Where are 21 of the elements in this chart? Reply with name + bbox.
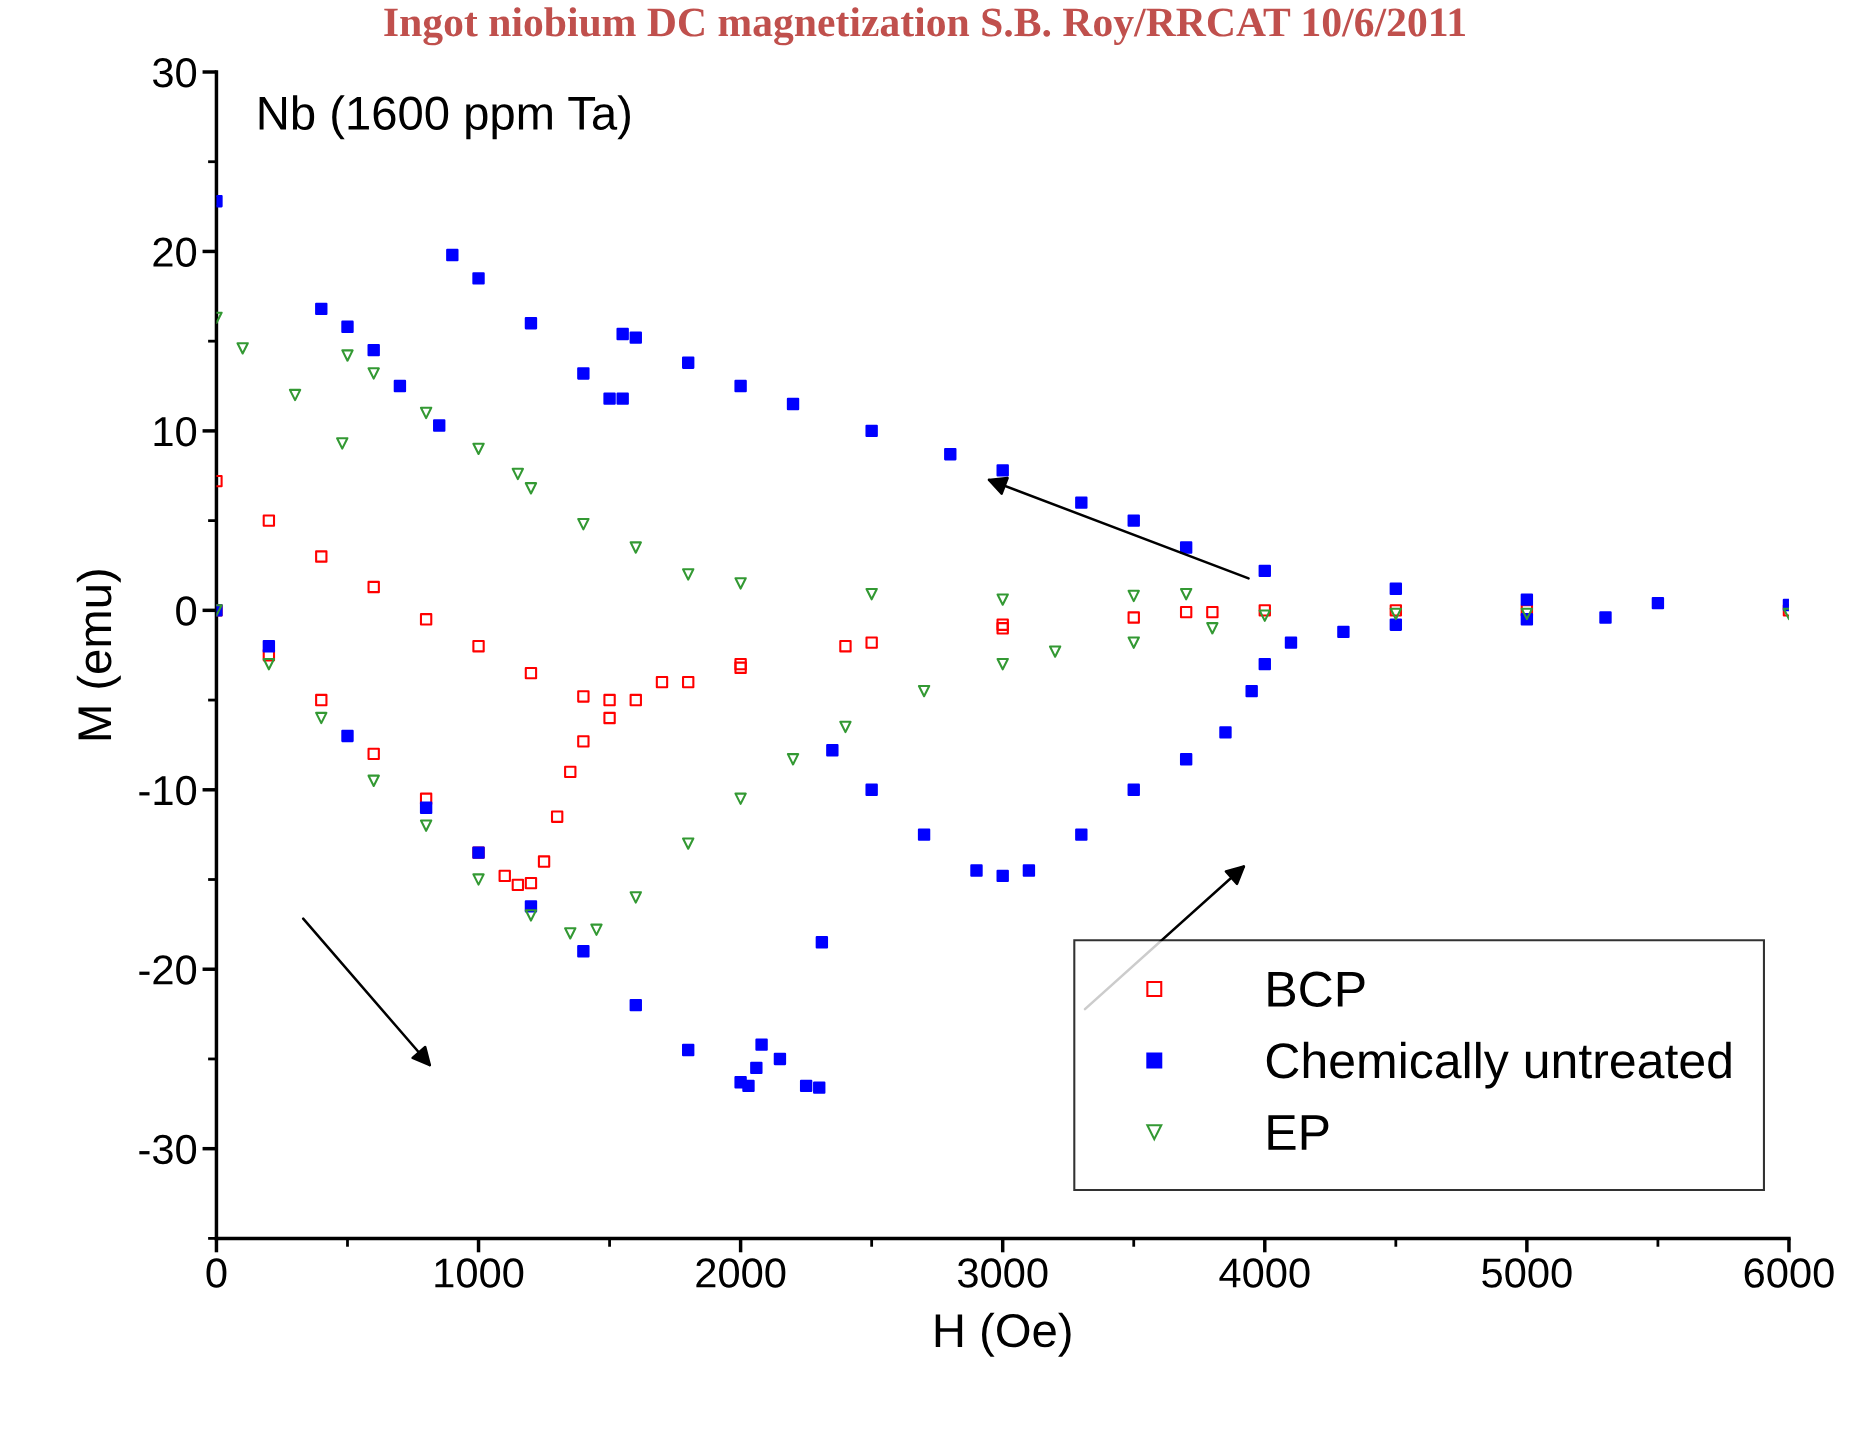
x-tick-label: 5000 [1482,1258,1572,1288]
x-tick-label: 0 [206,1258,227,1288]
y-tick-label: 0 [176,596,197,626]
x-axis-title: H (Oe) [935,1312,1071,1357]
legend-label: BCP [1268,971,1365,1007]
x-tick-label: 6000 [1744,1258,1834,1288]
legend-label: EP [1268,1115,1329,1150]
chart-title: Ingot niobium DC magnetization S.B. Roy/RRCAT 10/6/2011 [384,7,1465,46]
x-tick-label: 1000 [435,1258,524,1288]
x-tick-label: 2000 [696,1258,786,1288]
y-tick-label: -20 [139,955,197,985]
y-tick-label: 20 [153,237,197,267]
legend-label: Chemically untreated [1266,1041,1731,1089]
y-axis-title: M (emu) [76,570,121,740]
x-tick-label: 4000 [1219,1258,1310,1288]
y-tick-label: 10 [154,416,197,447]
y-tick-label: -10 [139,775,197,806]
annotation: Nb (1600 ppm Ta) [259,95,630,140]
y-tick-label: 30 [152,58,197,88]
y-tick-label: -30 [139,1134,197,1165]
x-tick-label: 3000 [957,1258,1048,1288]
